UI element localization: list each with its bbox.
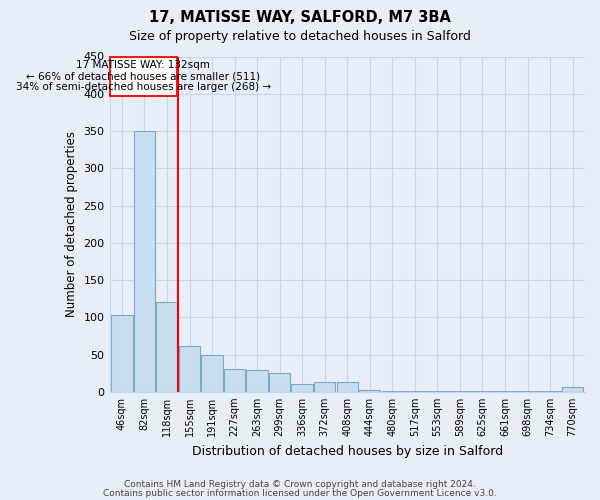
Bar <box>292 384 313 392</box>
Bar <box>404 391 425 392</box>
Bar <box>337 382 358 392</box>
Bar <box>449 391 470 392</box>
Bar <box>517 391 538 392</box>
Bar <box>156 302 178 392</box>
Bar <box>314 382 335 392</box>
Bar <box>382 391 403 392</box>
X-axis label: Distribution of detached houses by size in Salford: Distribution of detached houses by size … <box>191 444 503 458</box>
Bar <box>224 368 245 392</box>
Bar <box>202 354 223 392</box>
Bar <box>472 391 493 392</box>
Text: 34% of semi-detached houses are larger (268) →: 34% of semi-detached houses are larger (… <box>16 82 271 92</box>
Bar <box>562 388 583 392</box>
Text: Contains public sector information licensed under the Open Government Licence v3: Contains public sector information licen… <box>103 489 497 498</box>
FancyBboxPatch shape <box>110 56 177 96</box>
Text: Contains HM Land Registry data © Crown copyright and database right 2024.: Contains HM Land Registry data © Crown c… <box>124 480 476 489</box>
Bar <box>179 346 200 392</box>
Bar <box>269 373 290 392</box>
Bar <box>247 370 268 392</box>
Bar <box>111 315 133 392</box>
Text: 17, MATISSE WAY, SALFORD, M7 3BA: 17, MATISSE WAY, SALFORD, M7 3BA <box>149 10 451 25</box>
Bar <box>134 131 155 392</box>
Text: 17 MATISSE WAY: 132sqm: 17 MATISSE WAY: 132sqm <box>76 60 210 70</box>
Text: ← 66% of detached houses are smaller (511): ← 66% of detached houses are smaller (51… <box>26 71 260 81</box>
Bar <box>359 390 380 392</box>
Y-axis label: Number of detached properties: Number of detached properties <box>65 131 78 317</box>
Bar <box>494 391 516 392</box>
Bar <box>539 391 561 392</box>
Bar <box>427 391 448 392</box>
Text: Size of property relative to detached houses in Salford: Size of property relative to detached ho… <box>129 30 471 43</box>
